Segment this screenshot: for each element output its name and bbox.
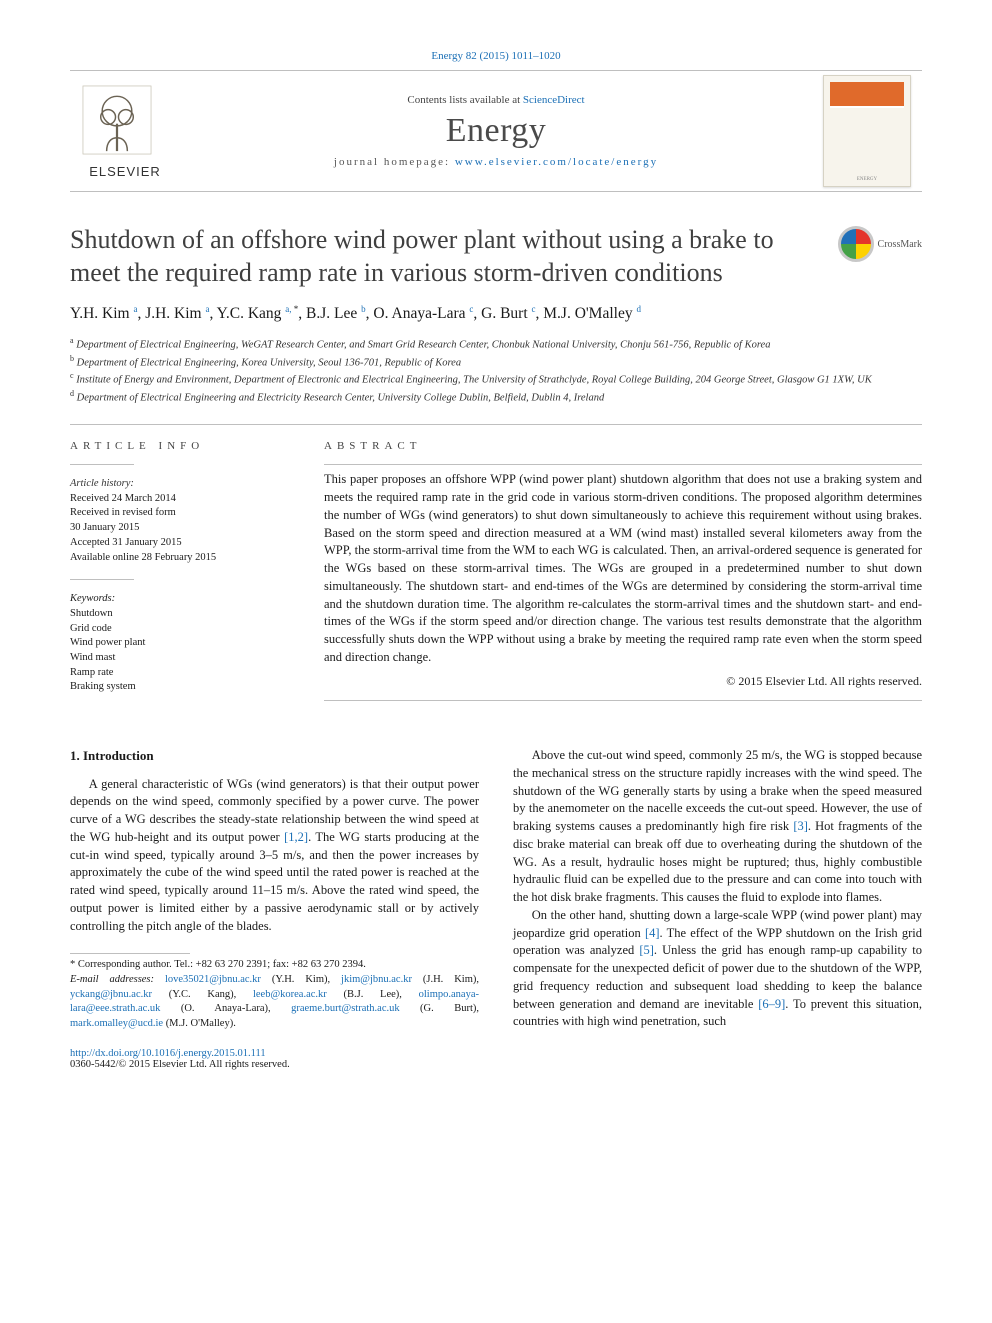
keyword: Braking system bbox=[70, 680, 290, 695]
keywords-block: Keywords: ShutdownGrid codeWind power pl… bbox=[70, 592, 290, 695]
email-link[interactable]: leeb@korea.ac.kr bbox=[253, 989, 327, 1000]
citation-link[interactable]: [1,2] bbox=[284, 830, 308, 844]
contents-line: Contents lists available at ScienceDirec… bbox=[407, 94, 584, 106]
footer-bottom: http://dx.doi.org/10.1016/j.energy.2015.… bbox=[70, 1048, 922, 1070]
contents-prefix: Contents lists available at bbox=[407, 94, 522, 106]
intro-p1-tail: . The WG starts producing at the cut-in … bbox=[70, 830, 479, 933]
elsevier-wordmark: ELSEVIER bbox=[80, 164, 170, 179]
homepage-label: journal homepage: bbox=[334, 156, 455, 168]
short-rule bbox=[70, 464, 134, 465]
history-line: Received in revised form bbox=[70, 506, 290, 521]
history-line: Accepted 31 January 2015 bbox=[70, 536, 290, 551]
affiliation: b Department of Electrical Engineering, … bbox=[70, 353, 922, 371]
history-line: Received 24 March 2014 bbox=[70, 492, 290, 507]
crossmark-label: CrossMark bbox=[878, 239, 922, 250]
journal-cover-thumb[interactable]: ENERGY bbox=[823, 75, 911, 187]
article-title: Shutdown of an offshore wind power plant… bbox=[70, 224, 826, 289]
history-line: Available online 28 February 2015 bbox=[70, 551, 290, 566]
keyword: Shutdown bbox=[70, 607, 290, 622]
email-owner: (O. Anaya-Lara), bbox=[160, 1003, 291, 1014]
homepage-line: journal homepage: www.elsevier.com/locat… bbox=[334, 156, 658, 168]
abstract-text: This paper proposes an offshore WPP (win… bbox=[324, 471, 922, 666]
email-link[interactable]: yckang@jbnu.ac.kr bbox=[70, 989, 152, 1000]
top-citation-text[interactable]: Energy 82 (2015) 1011–1020 bbox=[431, 50, 560, 62]
keyword: Wind mast bbox=[70, 651, 290, 666]
doi-link[interactable]: http://dx.doi.org/10.1016/j.energy.2015.… bbox=[70, 1048, 266, 1059]
crossmark-widget[interactable]: CrossMark bbox=[838, 226, 922, 262]
email-owner: (Y.H. Kim), bbox=[261, 974, 341, 985]
history-line: 30 January 2015 bbox=[70, 521, 290, 536]
corresponding-author: * Corresponding author. Tel.: +82 63 270… bbox=[70, 958, 479, 973]
email-owner: (G. Burt), bbox=[400, 1003, 479, 1014]
affiliation: a Department of Electrical Engineering, … bbox=[70, 335, 922, 353]
affiliations-list: a Department of Electrical Engineering, … bbox=[70, 335, 922, 406]
keyword: Grid code bbox=[70, 622, 290, 637]
article-info-column: article info Article history: Received 2… bbox=[70, 439, 290, 709]
short-rule bbox=[324, 700, 922, 701]
citation-link[interactable]: [4] bbox=[645, 926, 660, 940]
abstract-column: abstract This paper proposes an offshore… bbox=[324, 439, 922, 709]
email-link[interactable]: graeme.burt@strath.ac.uk bbox=[291, 1003, 400, 1014]
citation-link[interactable]: [6–9] bbox=[758, 997, 785, 1011]
publisher-logo-slot: ELSEVIER bbox=[70, 71, 180, 191]
crossmark-icon bbox=[838, 226, 874, 262]
elsevier-tree-icon bbox=[80, 83, 154, 157]
email-owner: (B.J. Lee), bbox=[327, 989, 419, 1000]
keywords-label: Keywords: bbox=[70, 592, 290, 607]
citation-link[interactable]: [3] bbox=[793, 819, 808, 833]
elsevier-logo[interactable]: ELSEVIER bbox=[80, 83, 170, 179]
short-rule bbox=[70, 579, 134, 580]
copyright-line: © 2015 Elsevier Ltd. All rights reserved… bbox=[324, 673, 922, 690]
body-col-left: 1. Introduction A general characteristic… bbox=[70, 747, 479, 1032]
emails-label: E-mail addresses: bbox=[70, 974, 165, 985]
email-addresses: E-mail addresses: love35021@jbnu.ac.kr (… bbox=[70, 973, 479, 1032]
author-list: Y.H. Kim a, J.H. Kim a, Y.C. Kang a, *, … bbox=[70, 303, 922, 325]
article-info-heading: article info bbox=[70, 439, 290, 454]
intro-heading: 1. Introduction bbox=[70, 747, 479, 765]
affiliation: c Institute of Energy and Environment, D… bbox=[70, 370, 922, 388]
keyword: Wind power plant bbox=[70, 636, 290, 651]
short-rule bbox=[324, 464, 922, 465]
section-rule bbox=[70, 424, 922, 425]
correspondence-block: * Corresponding author. Tel.: +82 63 270… bbox=[70, 953, 479, 1031]
body-col-right: Above the cut-out wind speed, commonly 2… bbox=[513, 747, 922, 1032]
homepage-url[interactable]: www.elsevier.com/locate/energy bbox=[455, 156, 658, 168]
journal-cover-slot: ENERGY bbox=[812, 71, 922, 191]
email-link[interactable]: mark.omalley@ucd.ie bbox=[70, 1018, 163, 1029]
banner-center: Contents lists available at ScienceDirec… bbox=[180, 71, 812, 191]
citation-link[interactable]: [5] bbox=[639, 943, 654, 957]
history-label: Article history: bbox=[70, 477, 290, 492]
sciencedirect-link[interactable]: ScienceDirect bbox=[523, 94, 585, 106]
email-owner: (M.J. O'Malley). bbox=[163, 1018, 236, 1029]
abstract-heading: abstract bbox=[324, 439, 922, 455]
journal-banner: ELSEVIER Contents lists available at Sci… bbox=[70, 70, 922, 192]
top-citation: Energy 82 (2015) 1011–1020 bbox=[70, 50, 922, 62]
email-link[interactable]: love35021@jbnu.ac.kr bbox=[165, 974, 261, 985]
journal-name: Energy bbox=[446, 112, 547, 150]
keyword: Ramp rate bbox=[70, 666, 290, 681]
affiliation: d Department of Electrical Engineering a… bbox=[70, 388, 922, 406]
email-owner: (J.H. Kim), bbox=[412, 974, 479, 985]
email-owner: (Y.C. Kang), bbox=[152, 989, 253, 1000]
email-link[interactable]: jkim@jbnu.ac.kr bbox=[341, 974, 412, 985]
issn-copyright: 0360-5442/© 2015 Elsevier Ltd. All right… bbox=[70, 1059, 922, 1070]
history-block: Article history: Received 24 March 2014R… bbox=[70, 477, 290, 565]
